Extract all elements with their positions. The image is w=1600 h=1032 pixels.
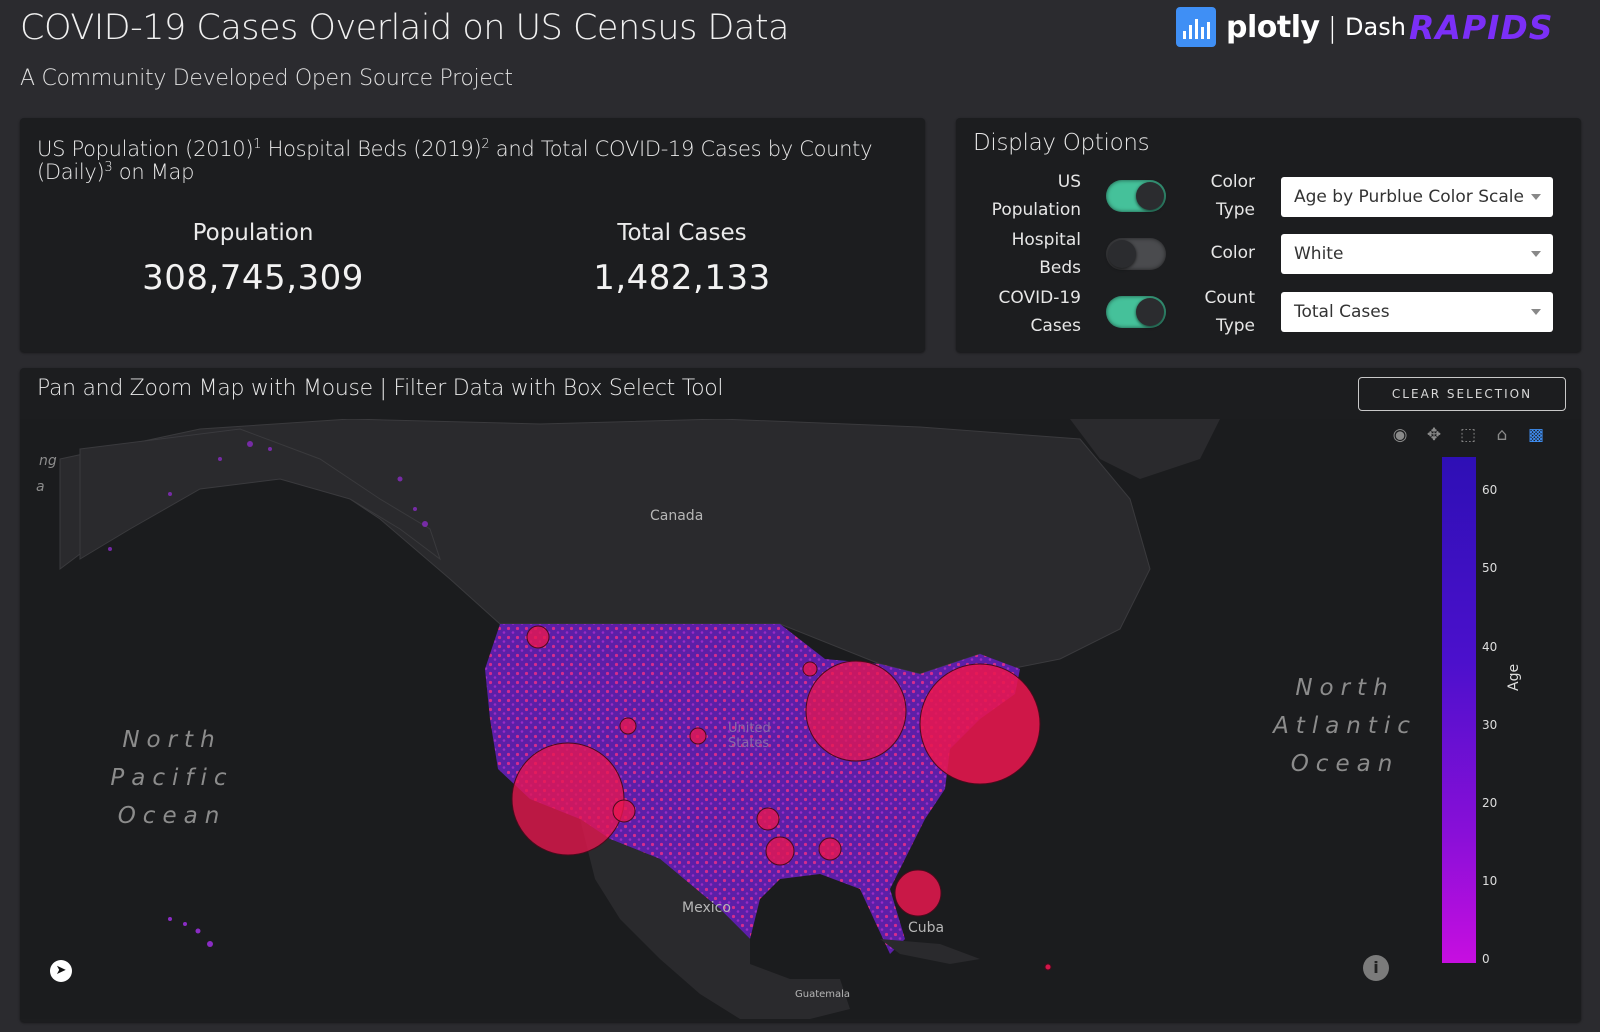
- box-select-icon[interactable]: ⬚: [1459, 425, 1477, 445]
- mexico-label: Mexico: [682, 900, 731, 916]
- colorbar-tick-50: 50: [1482, 561, 1498, 575]
- case-bubble-new-orleans: [818, 837, 842, 861]
- case-bubble-denver: [689, 727, 707, 745]
- plotly-icon: [1176, 7, 1216, 47]
- edge-label-1: ng: [39, 453, 57, 469]
- case-bubble-puerto-rico: [1044, 963, 1052, 971]
- info-icon[interactable]: i: [1363, 955, 1389, 981]
- alaska-landmass: [79, 428, 441, 561]
- toggle-knob: [1108, 240, 1136, 268]
- population-toggle-label: US Population: [991, 172, 1081, 220]
- stats-heading: US Population (2010)1 Hospital Beds (201…: [37, 137, 873, 184]
- age-colorbar: [1442, 457, 1476, 963]
- plotly-dash-logo: plotly | Dash: [1176, 6, 1406, 48]
- cuba-landmass: [880, 939, 980, 964]
- display-options-title: Display Options: [973, 130, 1150, 156]
- plotly-wordmark: plotly: [1226, 9, 1320, 45]
- cuba-label: Cuba: [908, 920, 945, 936]
- plotly-icon[interactable]: ▩: [1527, 425, 1545, 445]
- atlantic-ocean-label: North Atlantic Ocean: [1273, 675, 1417, 777]
- population-value: 308,745,309: [142, 258, 364, 298]
- chevron-down-icon: [1531, 251, 1541, 257]
- count-type-select[interactable]: Total Cases: [1281, 292, 1553, 332]
- case-bubble-dallas: [756, 807, 780, 831]
- colorbar-tick-40: 40: [1482, 640, 1498, 654]
- stats-panel: US Population (2010)1 Hospital Beds (201…: [20, 118, 925, 352]
- clear-selection-button[interactable]: CLEAR SELECTION: [1358, 377, 1566, 411]
- colorbar-tick-20: 20: [1482, 796, 1498, 810]
- color-select[interactable]: White: [1281, 234, 1553, 274]
- cases-label: Total Cases: [617, 220, 747, 246]
- case-bubble-houston: [765, 836, 795, 866]
- page-subtitle: A Community Developed Open Source Projec…: [20, 66, 513, 91]
- rapids-logo: RAPIDS: [1409, 8, 1554, 47]
- case-bubble-salt-lake: [619, 717, 637, 735]
- color-type-value: Age by Purblue Color Scale: [1294, 187, 1524, 207]
- dash-wordmark: Dash: [1345, 13, 1406, 41]
- case-bubble-los-angeles: [511, 742, 625, 856]
- colorbar-tick-0: 0: [1482, 952, 1490, 966]
- case-bubble-seattle: [526, 625, 550, 649]
- case-bubble-miami: [894, 869, 942, 917]
- color-value: White: [1294, 244, 1344, 264]
- colorbar-tick-60: 60: [1482, 483, 1498, 497]
- colorbar-tick-30: 30: [1482, 718, 1498, 732]
- toggle-knob: [1136, 182, 1164, 210]
- pacific-ocean-label: North Pacific Ocean: [110, 727, 234, 829]
- cases-value: 1,482,133: [593, 258, 771, 298]
- covid-case-bubbles[interactable]: [511, 625, 1052, 971]
- count-type-label: Count Type: [1204, 288, 1256, 336]
- count-type-value: Total Cases: [1294, 302, 1390, 322]
- chevron-down-icon: [1531, 309, 1541, 315]
- cases-stat: Total Cases 1,482,133: [532, 220, 832, 298]
- map-title: Pan and Zoom Map with Mouse | Filter Dat…: [37, 376, 724, 401]
- guatemala-label: Guatemala: [795, 989, 851, 1000]
- mexico-landmass: [580, 819, 850, 1019]
- beds-toggle-label: Hospital Beds: [1011, 230, 1081, 278]
- colorbar-title: Age: [1506, 663, 1522, 691]
- color-type-label: Color Type: [1210, 172, 1255, 220]
- population-toggle[interactable]: [1106, 180, 1166, 212]
- edge-label-2: a: [36, 479, 45, 495]
- brand-divider: |: [1327, 10, 1337, 44]
- county-map[interactable]: ◉ ✥ ⬚ ⌂ ▩ ng a North Pacific Ocean North…: [20, 419, 1581, 1019]
- compass-icon[interactable]: ➤: [50, 960, 72, 982]
- color-label: Color: [1210, 243, 1255, 263]
- canada-label: Canada: [650, 508, 704, 524]
- case-bubble-chicago-detroit: [805, 660, 907, 762]
- map-canvas[interactable]: [20, 419, 1581, 1019]
- covid-toggle[interactable]: [1106, 296, 1166, 328]
- hawaii-points: [168, 917, 213, 947]
- population-stat: Population 308,745,309: [103, 220, 403, 298]
- united-states-label: United States: [728, 721, 771, 751]
- case-bubble-new-york: [919, 663, 1041, 785]
- beds-toggle[interactable]: [1106, 238, 1166, 270]
- home-icon[interactable]: ⌂: [1496, 425, 1508, 445]
- pan-icon[interactable]: ✥: [1426, 425, 1442, 445]
- color-type-select[interactable]: Age by Purblue Color Scale: [1281, 177, 1553, 217]
- map-panel: Pan and Zoom Map with Mouse | Filter Dat…: [20, 368, 1581, 1022]
- map-modebar: ◉ ✥ ⬚ ⌂ ▩: [1388, 423, 1548, 447]
- colorbar-tick-10: 10: [1482, 874, 1498, 888]
- toggle-knob: [1136, 298, 1164, 326]
- display-options-panel: Display Options US Population Hospital B…: [956, 118, 1581, 352]
- camera-icon[interactable]: ◉: [1392, 425, 1408, 445]
- page-title: COVID-19 Cases Overlaid on US Census Dat…: [20, 8, 790, 48]
- greenland-landmass: [1070, 419, 1220, 479]
- case-bubble-minneapolis: [802, 661, 818, 677]
- population-label: Population: [192, 220, 314, 246]
- alaska-points: [108, 441, 428, 551]
- case-bubble-phoenix: [612, 799, 636, 823]
- covid-toggle-label: COVID-19 Cases: [998, 288, 1081, 336]
- chevron-down-icon: [1531, 194, 1541, 200]
